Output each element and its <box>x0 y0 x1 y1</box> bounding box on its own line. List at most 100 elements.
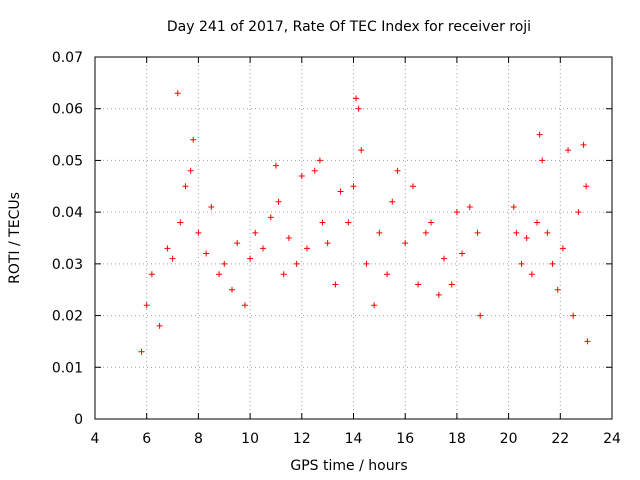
data-point <box>234 240 241 247</box>
data-point <box>570 312 577 319</box>
data-point <box>164 245 171 252</box>
data-point <box>195 229 202 236</box>
data-point <box>580 141 587 148</box>
data-point <box>513 229 520 236</box>
data-point <box>435 291 442 298</box>
data-point <box>311 167 318 174</box>
x-tick-label: 4 <box>91 431 100 447</box>
x-tick-label: 12 <box>293 431 311 447</box>
data-point <box>216 271 223 278</box>
data-point <box>518 260 525 267</box>
tick-layer: 4 6 8 10 12 14 16 18 20 22 24 0 0.01 0.02 0.03 0.04 0.05… <box>52 50 621 447</box>
scatter-points <box>138 90 591 355</box>
data-point <box>448 281 455 288</box>
data-point <box>190 136 197 143</box>
grid-layer <box>95 57 612 419</box>
data-point <box>316 157 323 164</box>
data-point <box>241 302 248 309</box>
data-point <box>355 105 362 112</box>
data-point <box>584 338 591 345</box>
data-point <box>337 188 344 195</box>
data-point <box>358 147 365 154</box>
data-point <box>182 183 189 190</box>
x-tick-label: 8 <box>194 431 203 447</box>
data-point <box>523 235 530 241</box>
data-point <box>389 198 396 205</box>
data-point <box>466 203 473 210</box>
data-point <box>536 131 543 138</box>
y-tick-label: 0.03 <box>52 257 83 273</box>
data-point <box>247 255 254 262</box>
data-point <box>376 229 383 236</box>
data-point <box>549 260 556 267</box>
y-tick-label: 0.06 <box>52 102 83 118</box>
data-point <box>303 245 310 252</box>
data-point <box>371 302 378 309</box>
data-point <box>275 198 282 205</box>
data-point <box>260 245 267 252</box>
data-point <box>565 147 572 154</box>
data-point <box>148 271 155 278</box>
data-point <box>474 229 481 236</box>
data-point <box>169 255 176 262</box>
data-point <box>298 172 305 179</box>
data-point <box>440 255 447 262</box>
data-point <box>208 203 215 210</box>
data-point <box>350 183 357 190</box>
x-axis-label: GPS time / hours <box>290 458 407 474</box>
data-point <box>453 209 460 216</box>
chart-title: Day 241 of 2017, Rate Of TEC Index for r… <box>167 19 531 35</box>
data-point <box>280 271 287 278</box>
y-tick-label: 0.07 <box>52 50 83 66</box>
data-point <box>293 260 300 267</box>
y-tick-label: 0.05 <box>52 153 83 169</box>
y-axis-label: ROTI / TECUs <box>7 192 23 284</box>
data-point <box>394 167 401 174</box>
y-tick-label: 0.04 <box>52 205 83 221</box>
y-tick-label: 0.02 <box>52 309 83 325</box>
data-point <box>477 312 484 319</box>
x-tick-label: 16 <box>396 431 414 447</box>
x-tick-label: 10 <box>241 431 259 447</box>
data-point <box>332 281 339 288</box>
data-point <box>583 183 590 190</box>
data-point <box>345 219 352 226</box>
data-point <box>415 281 422 288</box>
data-point <box>559 245 566 252</box>
data-point <box>528 271 535 278</box>
data-point <box>384 271 391 278</box>
y-tick-label: 0.01 <box>52 360 83 376</box>
x-tick-label: 6 <box>142 431 151 447</box>
data-point <box>554 286 561 293</box>
data-point <box>539 157 546 164</box>
data-point <box>353 95 360 102</box>
data-point <box>221 260 228 267</box>
data-point <box>510 203 517 210</box>
data-point <box>285 235 292 241</box>
data-point <box>459 250 466 257</box>
data-point <box>319 219 326 226</box>
data-point <box>422 229 429 236</box>
x-tick-label: 20 <box>500 431 518 447</box>
y-tick-label: 0 <box>74 412 83 428</box>
data-point <box>156 322 163 329</box>
x-tick-label: 24 <box>603 431 621 447</box>
data-point <box>575 209 582 216</box>
data-point <box>324 240 331 247</box>
x-tick-label: 18 <box>448 431 466 447</box>
data-point <box>252 229 259 236</box>
data-point <box>267 214 274 221</box>
data-point <box>229 286 236 293</box>
data-point <box>138 348 145 355</box>
data-point <box>143 302 150 309</box>
data-point <box>174 90 181 97</box>
data-point <box>409 183 416 190</box>
data-point <box>363 260 370 267</box>
data-point <box>534 219 541 226</box>
data-point <box>402 240 409 247</box>
data-point <box>544 229 551 236</box>
x-tick-label: 22 <box>551 431 569 447</box>
data-point <box>187 167 194 174</box>
data-point <box>203 250 210 257</box>
